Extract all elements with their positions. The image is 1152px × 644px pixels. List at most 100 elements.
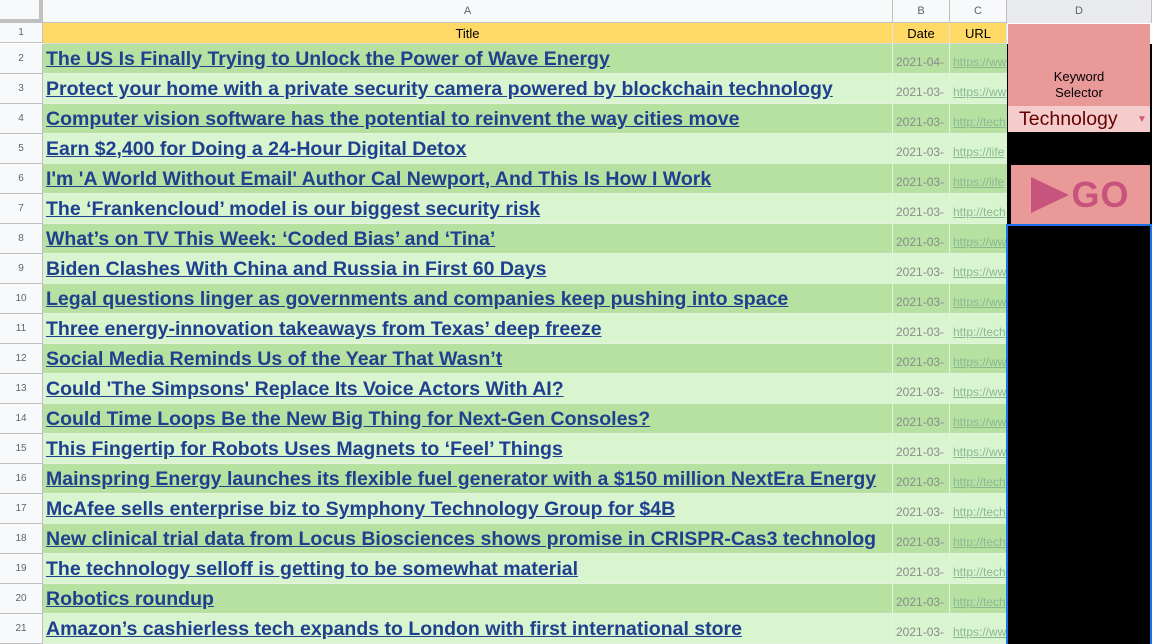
date-cell[interactable]: 2021-03- xyxy=(893,584,950,614)
select-all-corner[interactable] xyxy=(0,0,43,23)
url-link[interactable]: https://ww xyxy=(953,295,1007,309)
row-header[interactable]: 21 xyxy=(0,614,43,644)
title-cell[interactable]: Could 'The Simpsons' Replace Its Voice A… xyxy=(43,374,893,404)
chevron-down-icon[interactable]: ▼ xyxy=(1137,113,1147,125)
title-cell[interactable]: Legal questions linger as governments an… xyxy=(43,284,893,314)
url-cell[interactable]: https://ww xyxy=(950,74,1007,104)
url-link[interactable]: https://ww xyxy=(953,235,1007,249)
title-link[interactable]: This Fingertip for Robots Uses Magnets t… xyxy=(46,438,563,460)
date-cell[interactable]: 2021-03- xyxy=(893,464,950,494)
row-header[interactable]: 19 xyxy=(0,554,43,584)
row-header[interactable]: 8 xyxy=(0,224,43,254)
date-cell[interactable]: 2021-03- xyxy=(893,554,950,584)
url-cell[interactable]: https://ww xyxy=(950,254,1007,284)
row-header[interactable]: 20 xyxy=(0,584,43,614)
url-link[interactable]: http://tech xyxy=(953,115,1006,129)
column-header-b[interactable]: B xyxy=(893,0,950,23)
row-header[interactable]: 17 xyxy=(0,494,43,524)
date-cell[interactable]: 2021-03- xyxy=(893,494,950,524)
header-cell-url[interactable]: URL xyxy=(950,23,1007,44)
row-header[interactable]: 3 xyxy=(0,74,43,104)
url-cell[interactable]: https://ww xyxy=(950,434,1007,464)
url-link[interactable]: https://ww xyxy=(953,265,1007,279)
url-link[interactable]: http://tech xyxy=(953,325,1006,339)
title-link[interactable]: McAfee sells enterprise biz to Symphony … xyxy=(46,498,676,520)
url-link[interactable]: https://ww xyxy=(953,625,1007,639)
url-cell[interactable]: https://life xyxy=(950,164,1007,194)
url-link[interactable]: https://ww xyxy=(953,415,1007,429)
title-link[interactable]: Mainspring Energy launches its flexible … xyxy=(46,468,877,490)
url-link[interactable]: https://ww xyxy=(953,445,1007,459)
date-cell[interactable]: 2021-03- xyxy=(893,404,950,434)
date-cell[interactable]: 2021-03- xyxy=(893,374,950,404)
url-cell[interactable]: http://tech xyxy=(950,494,1007,524)
row-header[interactable]: 12 xyxy=(0,344,43,374)
title-cell[interactable]: What’s on TV This Week: ‘Coded Bias’ and… xyxy=(43,224,893,254)
title-link[interactable]: Three energy-innovation takeaways from T… xyxy=(46,318,602,340)
date-cell[interactable]: 2021-03- xyxy=(893,254,950,284)
url-cell[interactable]: https://life xyxy=(950,134,1007,164)
title-cell[interactable]: The US Is Finally Trying to Unlock the P… xyxy=(43,44,893,74)
title-link[interactable]: The ‘Frankencloud’ model is our biggest … xyxy=(46,198,541,220)
date-cell[interactable]: 2021-03- xyxy=(893,104,950,134)
date-cell[interactable]: 2021-03- xyxy=(893,224,950,254)
row-header[interactable]: 14 xyxy=(0,404,43,434)
row-header[interactable]: 18 xyxy=(0,524,43,554)
url-link[interactable]: https://ww xyxy=(953,355,1007,369)
title-link[interactable]: I'm 'A World Without Email' Author Cal N… xyxy=(46,168,712,190)
column-header-d[interactable]: D xyxy=(1007,0,1152,23)
title-cell[interactable]: Three energy-innovation takeaways from T… xyxy=(43,314,893,344)
date-cell[interactable]: 2021-03- xyxy=(893,284,950,314)
url-link[interactable]: https://life xyxy=(953,175,1005,189)
row-header[interactable]: 1 xyxy=(0,23,43,43)
title-link[interactable]: Could Time Loops Be the New Big Thing fo… xyxy=(46,408,651,430)
date-cell[interactable]: 2021-03- xyxy=(893,74,950,104)
date-cell[interactable]: 2021-03- xyxy=(893,314,950,344)
date-cell[interactable]: 2021-03- xyxy=(893,194,950,224)
url-cell[interactable]: https://ww xyxy=(950,284,1007,314)
title-link[interactable]: Protect your home with a private securit… xyxy=(46,78,833,100)
date-cell[interactable]: 2021-03- xyxy=(893,344,950,374)
title-cell[interactable]: Biden Clashes With China and Russia in F… xyxy=(43,254,893,284)
url-link[interactable]: http://tech xyxy=(953,595,1006,609)
title-cell[interactable]: Computer vision software has the potenti… xyxy=(43,104,893,134)
row-header[interactable]: 13 xyxy=(0,374,43,404)
title-link[interactable]: Social Media Reminds Us of the Year That… xyxy=(46,348,503,370)
title-cell[interactable]: Protect your home with a private securit… xyxy=(43,74,893,104)
title-link[interactable]: Biden Clashes With China and Russia in F… xyxy=(46,258,547,280)
url-link[interactable]: http://tech xyxy=(953,535,1006,549)
title-cell[interactable]: Robotics roundup xyxy=(43,584,893,614)
column-header-a[interactable]: A xyxy=(43,0,893,23)
url-cell[interactable]: http://tech xyxy=(950,584,1007,614)
url-cell[interactable]: http://tech xyxy=(950,104,1007,134)
url-link[interactable]: https://ww xyxy=(953,385,1007,399)
url-link[interactable]: http://tech xyxy=(953,565,1006,579)
url-cell[interactable]: https://ww xyxy=(950,614,1007,644)
row-header[interactable]: 9 xyxy=(0,254,43,284)
title-link[interactable]: Legal questions linger as governments an… xyxy=(46,288,789,310)
title-link[interactable]: The technology selloff is getting to be … xyxy=(46,558,578,580)
row-header[interactable]: 11 xyxy=(0,314,43,344)
date-cell[interactable]: 2021-03- xyxy=(893,614,950,644)
title-link[interactable]: Earn $2,400 for Doing a 24-Hour Digital … xyxy=(46,138,467,160)
date-cell[interactable]: 2021-03- xyxy=(893,434,950,464)
row-header[interactable]: 6 xyxy=(0,164,43,194)
date-cell[interactable]: 2021-04- xyxy=(893,44,950,74)
url-cell[interactable]: http://tech xyxy=(950,464,1007,494)
url-cell[interactable]: https://ww xyxy=(950,344,1007,374)
row-header[interactable]: 2 xyxy=(0,44,43,74)
url-link[interactable]: http://tech xyxy=(953,505,1006,519)
title-cell[interactable]: The ‘Frankencloud’ model is our biggest … xyxy=(43,194,893,224)
row-header[interactable]: 15 xyxy=(0,434,43,464)
url-link[interactable]: https://ww xyxy=(953,85,1007,99)
url-cell[interactable]: http://tech xyxy=(950,314,1007,344)
url-cell[interactable]: https://ww xyxy=(950,224,1007,254)
url-cell[interactable]: http://tech xyxy=(950,194,1007,224)
date-cell[interactable]: 2021-03- xyxy=(893,164,950,194)
row-header[interactable]: 16 xyxy=(0,464,43,494)
title-cell[interactable]: Earn $2,400 for Doing a 24-Hour Digital … xyxy=(43,134,893,164)
title-link[interactable]: The US Is Finally Trying to Unlock the P… xyxy=(46,48,610,70)
url-link[interactable]: https://ww xyxy=(953,55,1007,69)
date-cell[interactable]: 2021-03- xyxy=(893,134,950,164)
row-header[interactable]: 5 xyxy=(0,134,43,164)
